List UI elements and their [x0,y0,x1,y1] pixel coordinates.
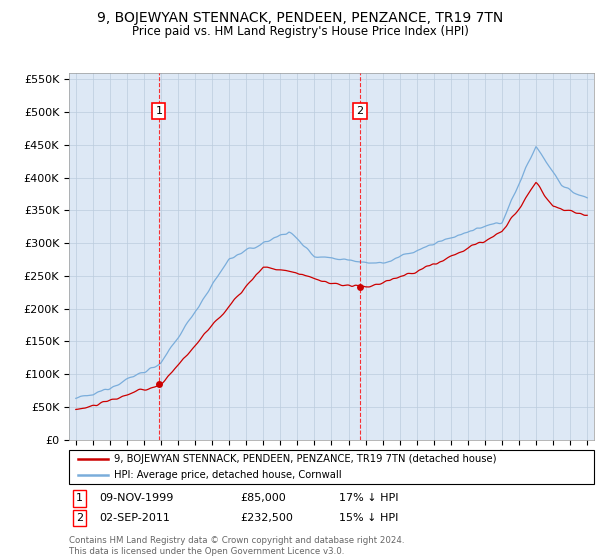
Text: 15% ↓ HPI: 15% ↓ HPI [339,513,398,523]
Text: Price paid vs. HM Land Registry's House Price Index (HPI): Price paid vs. HM Land Registry's House … [131,25,469,38]
Text: £232,500: £232,500 [240,513,293,523]
Text: £85,000: £85,000 [240,493,286,503]
Text: 2: 2 [76,513,83,523]
Text: 02-SEP-2011: 02-SEP-2011 [99,513,170,523]
Text: HPI: Average price, detached house, Cornwall: HPI: Average price, detached house, Corn… [114,470,341,480]
Text: 09-NOV-1999: 09-NOV-1999 [99,493,173,503]
Text: 1: 1 [155,106,163,116]
Text: 9, BOJEWYAN STENNACK, PENDEEN, PENZANCE, TR19 7TN: 9, BOJEWYAN STENNACK, PENDEEN, PENZANCE,… [97,11,503,25]
Text: 17% ↓ HPI: 17% ↓ HPI [339,493,398,503]
Text: 1: 1 [76,493,83,503]
Text: 9, BOJEWYAN STENNACK, PENDEEN, PENZANCE, TR19 7TN (detached house): 9, BOJEWYAN STENNACK, PENDEEN, PENZANCE,… [114,454,497,464]
Text: 2: 2 [356,106,364,116]
Text: Contains HM Land Registry data © Crown copyright and database right 2024.
This d: Contains HM Land Registry data © Crown c… [69,536,404,556]
